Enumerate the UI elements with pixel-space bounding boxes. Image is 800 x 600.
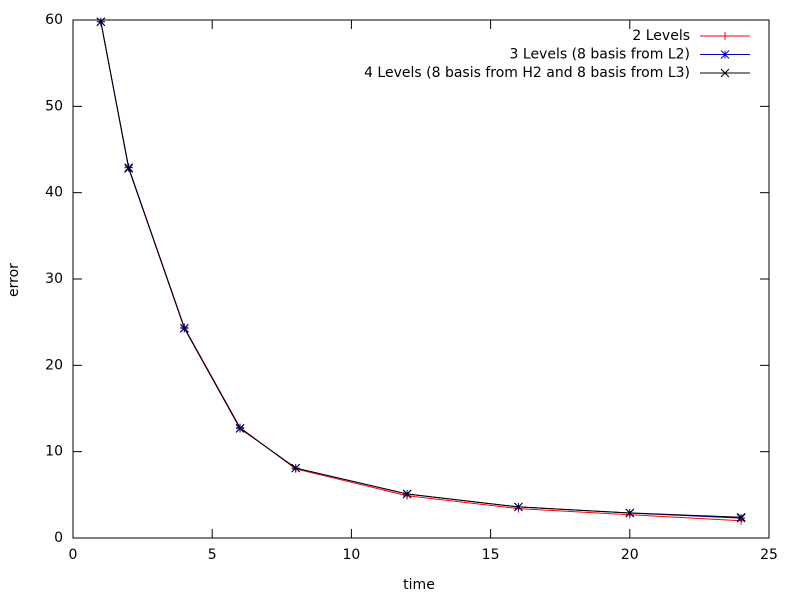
x-tick-label: 5 [208,547,217,563]
x-tick-label: 20 [621,547,639,563]
data-point [625,508,635,518]
legend-label: 2 Levels [632,28,690,44]
data-point [235,424,245,433]
data-point [514,502,523,512]
data-point [736,512,746,522]
y-tick-label: 30 [45,271,63,287]
x-tick-label: 15 [482,547,500,563]
legend-label: 3 Levels (8 basis from L2) [510,47,690,63]
legend-marker [720,50,730,59]
data-point [96,17,106,27]
x-tick-label: 10 [342,547,360,563]
legend-label: 4 Levels (8 basis from H2 and 8 basis fr… [364,65,690,81]
data-point [402,489,412,499]
y-tick-label: 50 [45,98,63,114]
data-point [736,513,746,523]
y-tick-label: 10 [45,444,63,460]
data-point [124,164,134,173]
data-point [180,323,189,333]
y-tick-label: 20 [45,357,63,373]
x-axis-label: time [403,577,435,593]
y-tick-label: 60 [45,12,63,28]
legend-marker [721,32,729,40]
legend-marker [720,68,730,78]
y-axis-label: error [6,263,22,297]
y-tick-label: 40 [45,185,63,201]
x-tick-label: 25 [760,547,778,563]
data-point [291,463,301,473]
x-tick-label: 0 [69,547,78,563]
y-tick-label: 0 [54,530,63,546]
